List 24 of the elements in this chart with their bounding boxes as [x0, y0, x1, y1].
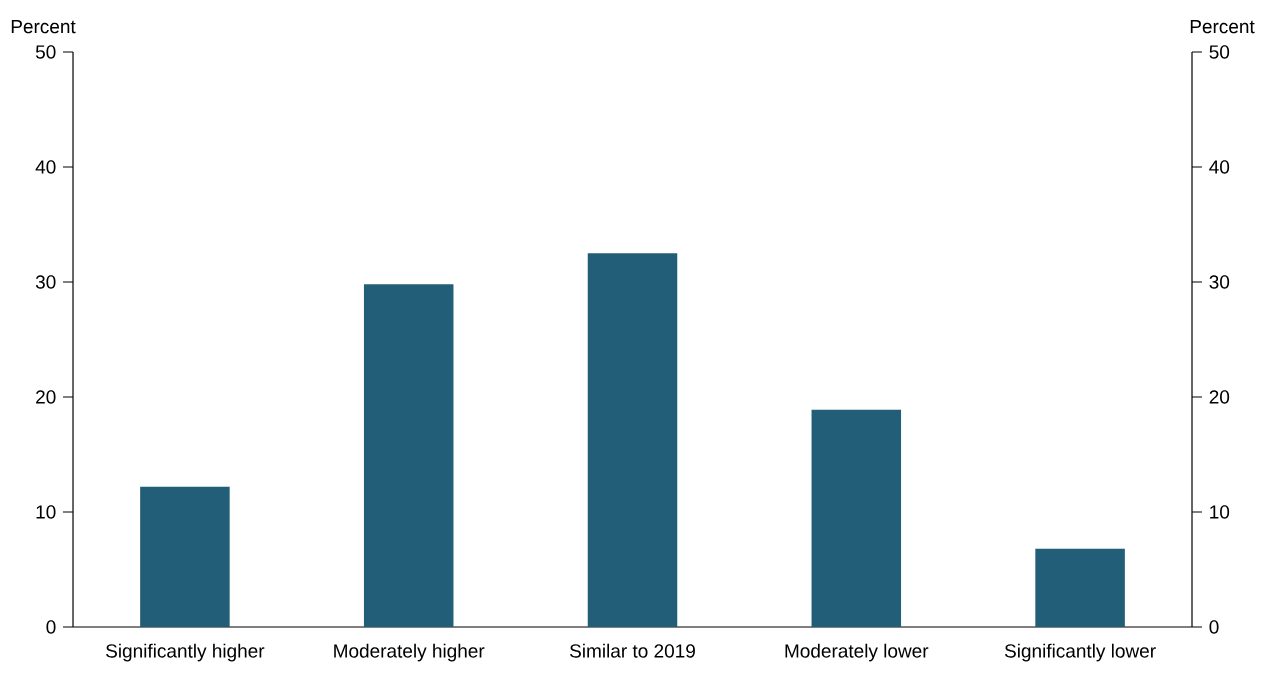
- x-tick-label: Significantly higher: [106, 643, 265, 662]
- y2-tick-label: 40: [1209, 160, 1230, 174]
- y-tick-label: 40: [35, 160, 56, 174]
- y2-tick-label: 10: [1210, 505, 1230, 519]
- bar: [363, 284, 454, 627]
- bar: [1035, 548, 1125, 627]
- y-tick-label: 10: [36, 505, 56, 519]
- x-tick-label: Similar to 2019: [570, 643, 695, 658]
- bar: [811, 409, 902, 627]
- x-tick-label: Significantly lower: [1004, 643, 1156, 662]
- y2-tick-label: 0: [1209, 620, 1219, 634]
- x-tick-label: Moderately lower: [785, 643, 929, 662]
- y2-tick-label: 20: [1209, 390, 1230, 404]
- x-tick-label: Moderately higher: [334, 643, 485, 662]
- y2-axis-title: Percent: [1190, 20, 1255, 34]
- y2-tick-label: 30: [1209, 275, 1230, 289]
- y2-tick-label: 50: [1209, 45, 1230, 59]
- bar: [140, 486, 230, 627]
- y-tick-label: 50: [35, 45, 56, 59]
- bar: [587, 253, 678, 627]
- y-tick-label: 30: [35, 275, 56, 289]
- y-axis-title: Percent: [11, 20, 76, 34]
- y-tick-label: 20: [36, 390, 56, 404]
- y-tick-label: 0: [46, 620, 56, 634]
